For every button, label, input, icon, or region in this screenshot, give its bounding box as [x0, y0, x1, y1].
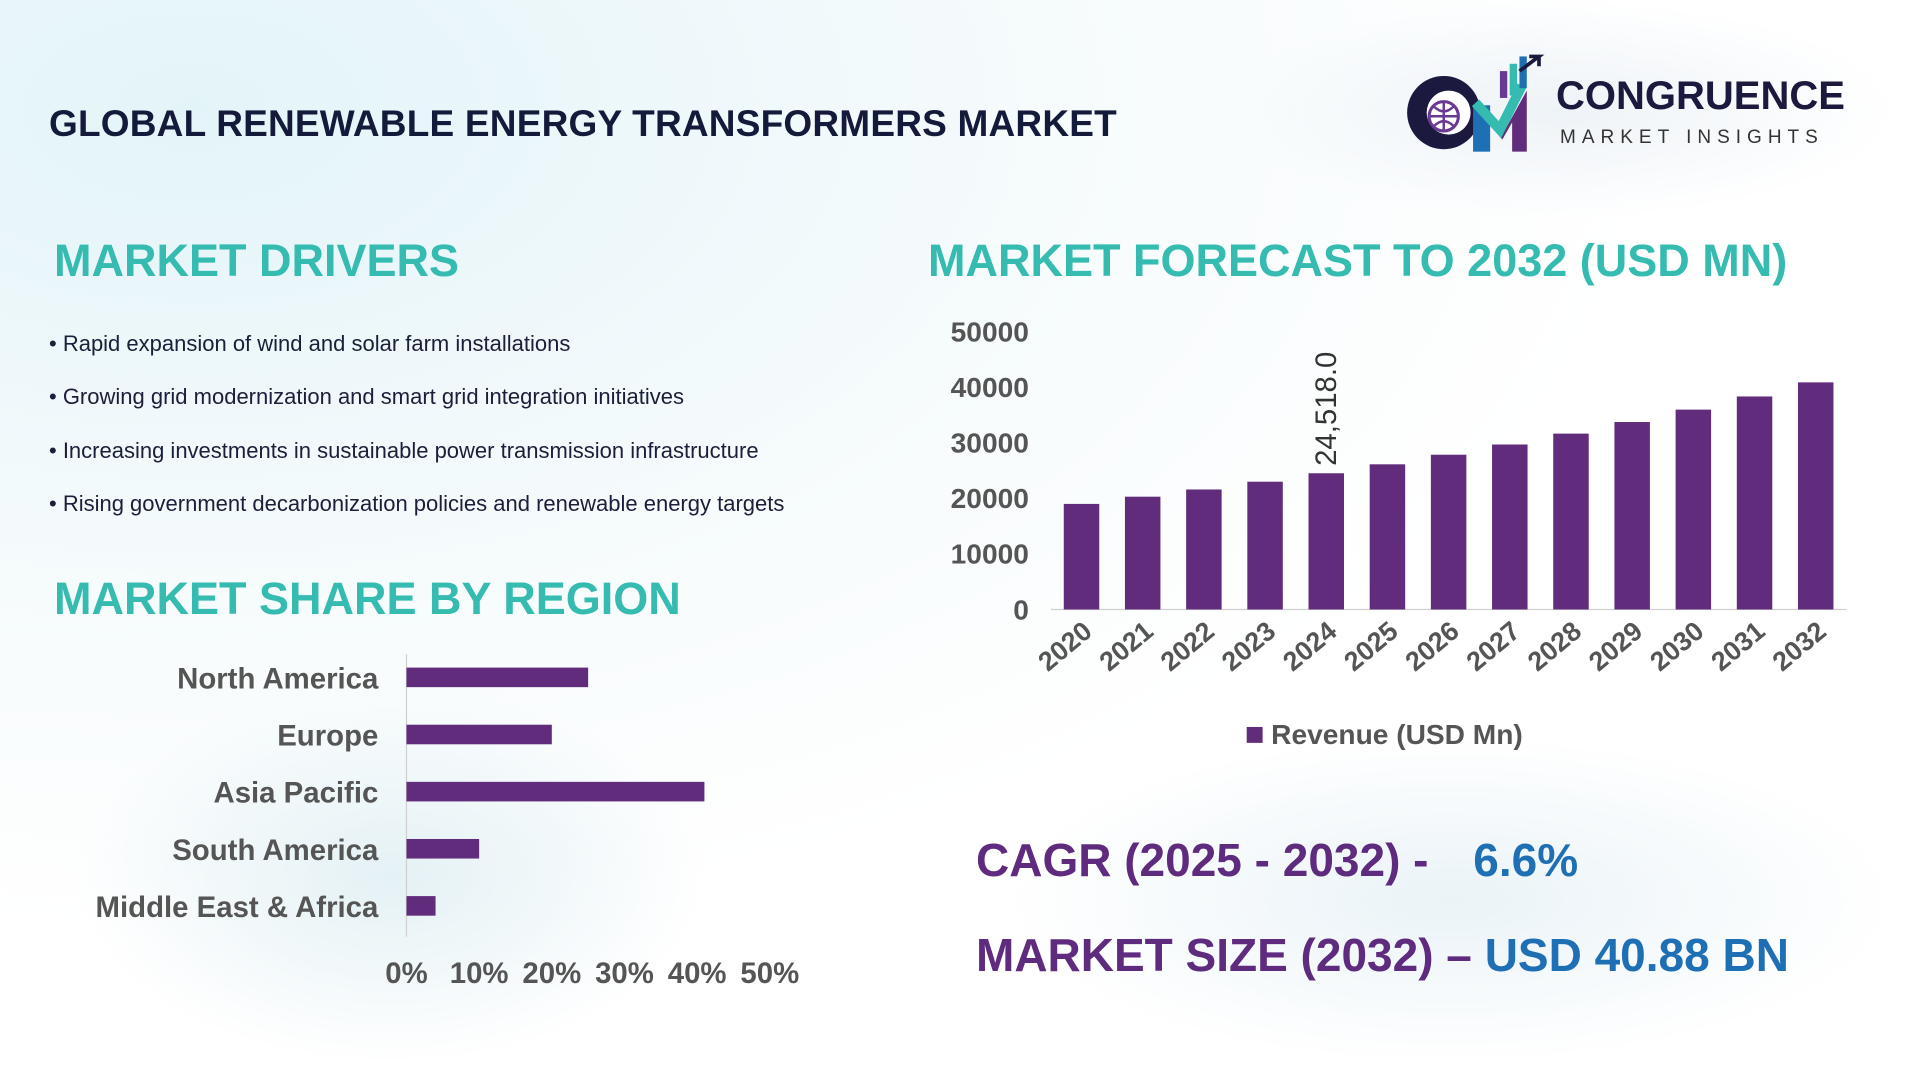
bar-2024: [1308, 473, 1344, 610]
category-label: Middle East & Africa: [96, 891, 379, 924]
bar-2022: [1186, 489, 1222, 610]
bar-north-america: [406, 667, 589, 688]
x-tick-label: 2030: [1644, 616, 1709, 677]
x-tick-label: 30%: [595, 957, 654, 990]
cagr-label: CAGR (2025 - 2032) -: [976, 834, 1429, 886]
x-tick-label: 2024: [1277, 616, 1342, 677]
x-tick-label: 50%: [740, 957, 799, 990]
bar-2026: [1430, 454, 1467, 610]
forecast-chart: 0100002000030000400005000020202021202220…: [951, 316, 1847, 750]
cagr-value: 6.6%: [1473, 834, 1579, 886]
wave-decoration: [1000, 735, 1900, 1065]
bar-south-america: [406, 838, 480, 859]
legend-swatch: [1246, 726, 1263, 743]
y-tick-label: 20000: [951, 483, 1029, 514]
y-tick-label: 10000: [951, 539, 1029, 570]
wave-decoration: [73, 686, 710, 1066]
data-label: 24,518.0: [1310, 352, 1343, 466]
wave-decoration: [1220, 0, 1900, 220]
region-share-chart: North America Europe Asia Pacific South Ame…: [96, 654, 799, 990]
x-tick-label: 40%: [668, 957, 727, 990]
bar-middle-east-africa: [406, 896, 436, 916]
legend-label: Revenue (USD Mn): [1271, 719, 1523, 750]
bar-2028: [1553, 433, 1589, 610]
cagr-kpi: CAGR (2025 - 2032) - 6.6%: [976, 833, 1578, 887]
bar-2023: [1247, 481, 1283, 610]
x-tick-label: 2021: [1094, 616, 1159, 677]
bar-2029: [1614, 422, 1650, 610]
x-tick-label: 2020: [1032, 616, 1097, 677]
bar-2032: [1797, 382, 1834, 610]
market-size-value: USD 40.88 BN: [1484, 929, 1789, 981]
x-tick-label: 2026: [1400, 616, 1465, 677]
y-tick-label: 30000: [951, 428, 1029, 459]
category-label: Europe: [277, 720, 378, 753]
driver-item: • Increasing investments in sustainable …: [49, 437, 759, 463]
logo-name: CONGRUENCE: [1556, 74, 1845, 118]
category-label: South America: [172, 834, 379, 867]
category-label: North America: [177, 662, 379, 695]
forecast-heading: MARKET FORECAST TO 2032 (USD MN): [928, 235, 1788, 286]
x-tick-label: 2025: [1338, 616, 1403, 677]
x-tick-label: 2032: [1767, 616, 1832, 677]
x-tick-label: 2031: [1705, 616, 1770, 677]
bar-2020: [1063, 503, 1100, 610]
x-tick-label: 2023: [1216, 616, 1281, 677]
bar-2027: [1492, 444, 1528, 610]
logo-tagline: MARKET INSIGHTS: [1560, 127, 1824, 148]
driver-item: • Rapid expansion of wind and solar farm…: [49, 331, 571, 356]
driver-item: • Growing grid modernization and smart g…: [49, 384, 685, 410]
market-size-kpi: MARKET SIZE (2032) – USD 40.88 BN: [976, 928, 1789, 982]
x-tick-label: 2028: [1522, 616, 1587, 677]
drivers-heading: MARKET DRIVERS: [54, 235, 460, 286]
drivers-list: • Rapid expansion of wind and solar farm…: [49, 331, 784, 545]
x-tick-label: 0%: [385, 957, 427, 990]
bar-2021: [1124, 496, 1161, 610]
x-tick-label: 2022: [1155, 616, 1220, 677]
y-tick-label: 40000: [951, 372, 1029, 403]
bar-europe: [406, 724, 552, 745]
region-heading: MARKET SHARE BY REGION: [54, 573, 681, 624]
x-tick-label: 20%: [522, 957, 581, 990]
x-tick-label: 2029: [1583, 616, 1648, 677]
market-size-label: MARKET SIZE (2032) –: [976, 929, 1472, 981]
bar-asia-pacific: [406, 781, 705, 802]
bar-2030: [1675, 409, 1712, 610]
y-tick-label: 50000: [951, 316, 1029, 347]
logo-mark-icon: [1407, 54, 1545, 152]
driver-item: • Rising government decarbonization poli…: [49, 491, 785, 517]
category-label: Asia Pacific: [213, 777, 378, 810]
bar-2031: [1736, 396, 1773, 610]
x-tick-label: 10%: [450, 957, 509, 990]
y-tick-label: 0: [1013, 594, 1029, 625]
page-title: GLOBAL RENEWABLE ENERGY TRANSFORMERS MAR…: [49, 103, 1117, 144]
x-tick-label: 2027: [1461, 616, 1526, 677]
bar-2025: [1369, 464, 1406, 610]
logo: CONGRUENCE MARKET INSIGHTS: [1402, 54, 1880, 159]
